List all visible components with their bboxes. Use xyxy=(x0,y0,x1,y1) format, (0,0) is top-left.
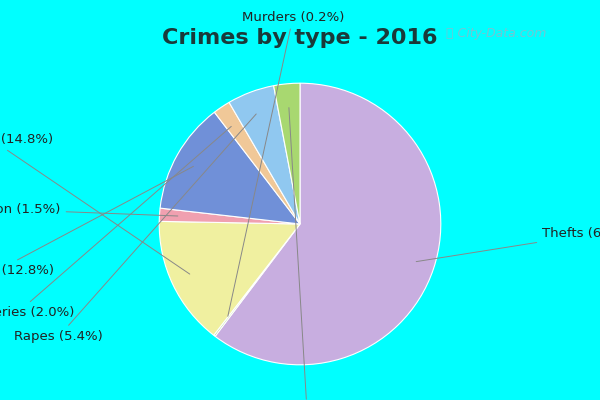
Text: Murders (0.2%): Murders (0.2%) xyxy=(228,10,344,316)
Text: Auto thefts (3.0%): Auto thefts (3.0%) xyxy=(246,108,368,400)
Wedge shape xyxy=(214,224,300,336)
Text: Arson (1.5%): Arson (1.5%) xyxy=(0,204,178,216)
Text: Thefts (60.3%): Thefts (60.3%) xyxy=(416,227,600,262)
Text: Burglaries (14.8%): Burglaries (14.8%) xyxy=(0,133,190,274)
Wedge shape xyxy=(215,83,441,365)
Text: Robberies (2.0%): Robberies (2.0%) xyxy=(0,126,231,319)
Wedge shape xyxy=(160,112,300,224)
Wedge shape xyxy=(229,86,300,224)
Wedge shape xyxy=(159,221,300,335)
Wedge shape xyxy=(159,208,300,224)
Text: Crimes by type - 2016: Crimes by type - 2016 xyxy=(162,28,438,48)
Wedge shape xyxy=(274,83,300,224)
Wedge shape xyxy=(214,102,300,224)
Text: Rapes (5.4%): Rapes (5.4%) xyxy=(14,114,256,343)
Text: ⓘ City-Data.com: ⓘ City-Data.com xyxy=(446,27,547,40)
Text: Assaults (12.8%): Assaults (12.8%) xyxy=(0,166,193,277)
